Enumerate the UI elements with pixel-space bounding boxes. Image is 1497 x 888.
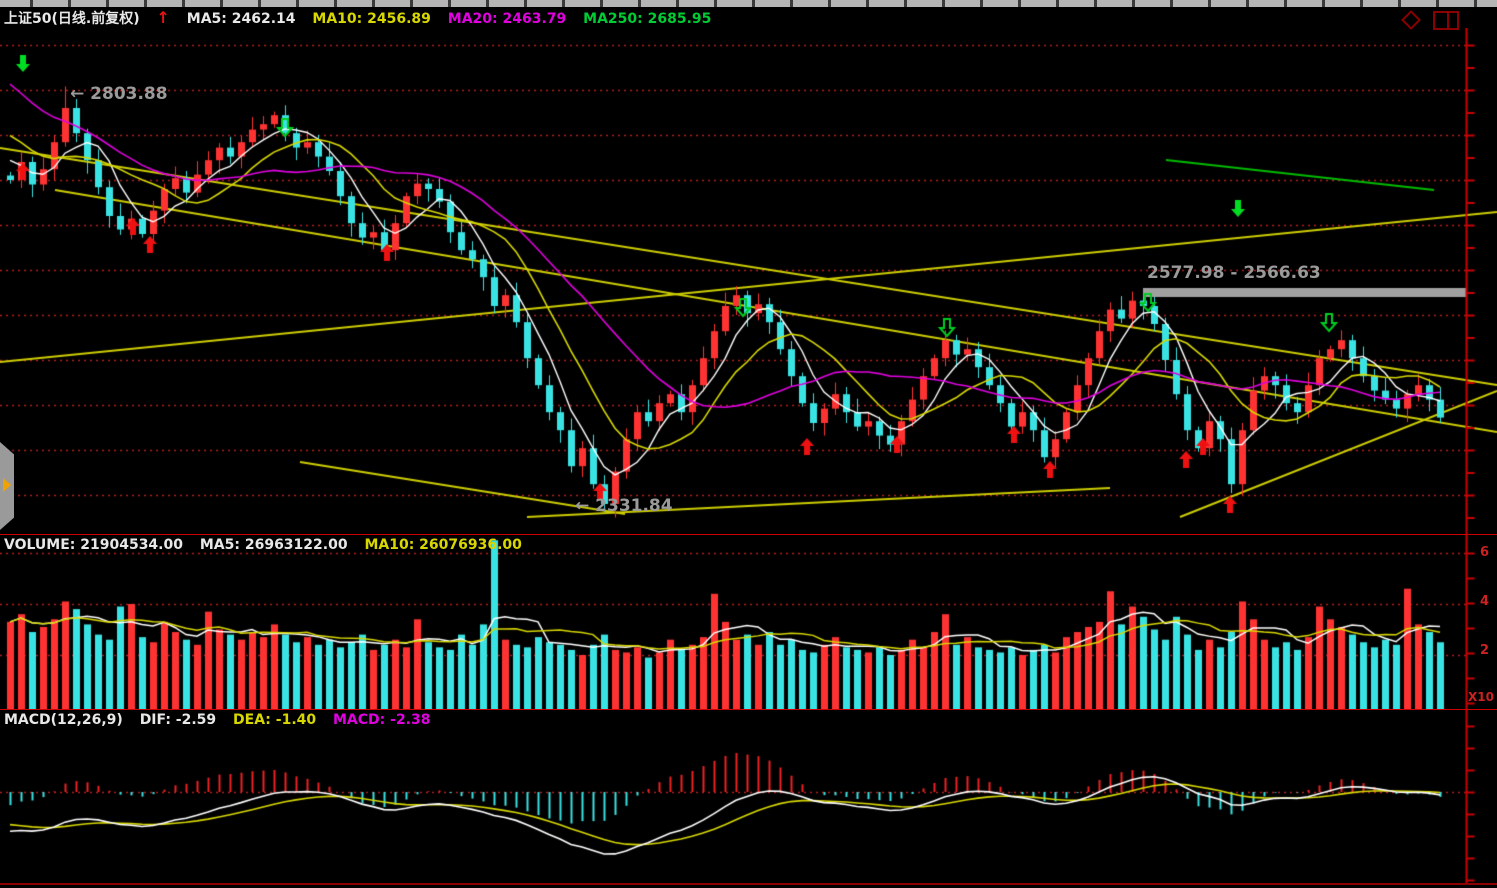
volume-axis-label-2: 2 [1480,643,1490,658]
macd-chart[interactable] [0,710,1497,883]
panes-divider [1447,13,1449,28]
diamond-icon[interactable] [1401,10,1421,30]
macd-header: MACD(12,26,9) DIF: -2.59 DEA: -1.40 MACD… [4,712,443,728]
ma250-value: MA250: 2685.95 [583,11,712,27]
volume-chart[interactable] [0,535,1497,709]
expand-arrow-icon [3,478,11,492]
dea-value: DEA: -1.40 [233,712,317,728]
window-top-strip [0,0,1497,7]
macd-name: MACD(12,26,9) [4,712,123,728]
volume-value: VOLUME: 21904534.00 [4,537,183,553]
main-chart-header: 上证50(日线.前复权) ↑ MA5: 2462.14 MA10: 2456.8… [4,8,723,28]
bottom-border [0,883,1497,885]
volume-axis-label-4: 4 [1480,594,1490,609]
volume-ma10-value: MA10: 26076936.00 [364,537,522,553]
side-panel-handle[interactable] [0,442,14,530]
range-measure-label: 2577.98 - 2566.63 [1147,263,1321,283]
ma10-value: MA10: 2456.89 [312,11,431,27]
volume-macd-separator [0,709,1497,710]
window-panes-icon[interactable] [1433,11,1459,30]
volume-axis-label-6: 6 [1480,545,1490,560]
volume-axis-unit: X10 [1468,690,1494,704]
peak-price-label: ← 2803.88 [70,84,168,104]
volume-ma5-value: MA5: 26963122.00 [199,537,348,553]
volume-header: VOLUME: 21904534.00 MA5: 26963122.00 MA1… [4,537,534,553]
macd-value: MACD: -2.38 [333,712,431,728]
main-volume-separator [0,534,1497,535]
trough-price-label: ← 2331.84 [575,496,673,516]
up-arrow-icon: ↑ [156,8,170,27]
ma20-value: MA20: 2463.79 [447,11,567,27]
main-chart[interactable] [0,28,1497,534]
symbol-title: 上证50(日线.前复权) [4,11,140,27]
ma5-value: MA5: 2462.14 [186,11,296,27]
dif-value: DIF: -2.59 [139,712,217,728]
